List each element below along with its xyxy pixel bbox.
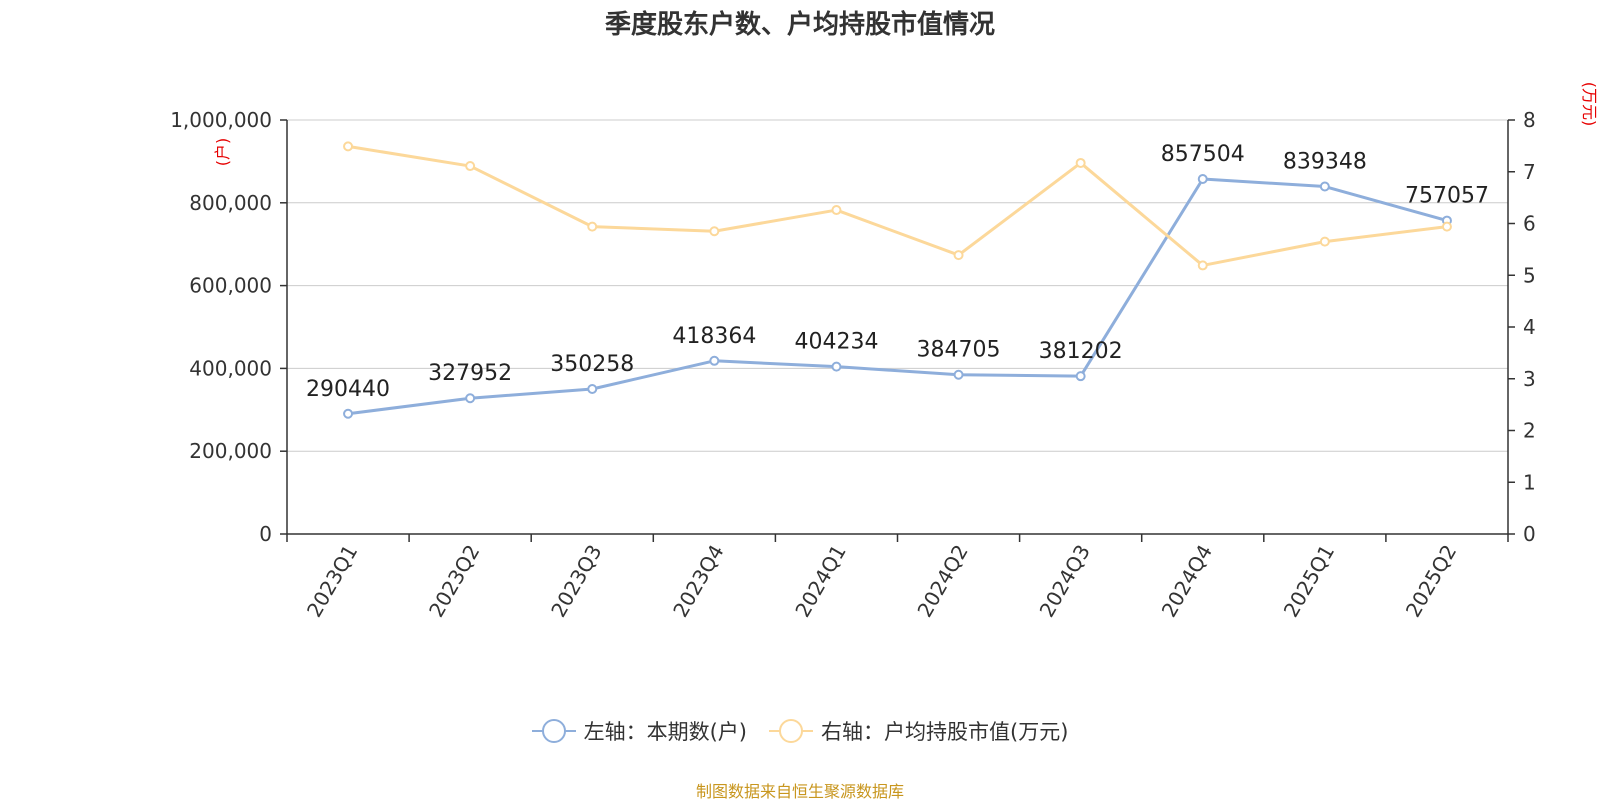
data-point-avg-value xyxy=(831,205,842,216)
legend-label-households: 左轴：本期数(户) xyxy=(583,720,747,744)
x-axis-tick-label: 2024Q3 xyxy=(1035,541,1095,622)
data-label-households: 418364 xyxy=(672,324,756,349)
data-point-avg-value xyxy=(465,161,476,172)
right-axis-tick-label: 3 xyxy=(1523,367,1536,391)
data-point-avg-value xyxy=(1197,260,1208,271)
data-point-households xyxy=(465,393,476,404)
data-label-households: 381202 xyxy=(1039,339,1123,364)
legend: 左轴：本期数(户) 右轴：户均持股市值(万元) xyxy=(0,716,1600,746)
right-axis-tick-label: 2 xyxy=(1523,419,1536,443)
legend-swatch-yellow xyxy=(769,719,813,743)
data-point-households xyxy=(953,369,964,380)
right-axis-tick-label: 7 xyxy=(1523,160,1536,184)
left-axis-tick-label: 600,000 xyxy=(189,274,272,298)
data-point-households xyxy=(587,383,598,394)
right-axis-tick-label: 5 xyxy=(1523,263,1536,287)
right-axis-tick-label: 6 xyxy=(1523,212,1536,236)
data-point-households xyxy=(831,361,842,372)
right-axis-tick-label: 8 xyxy=(1523,108,1536,132)
data-point-avg-value xyxy=(709,226,720,237)
left-axis-tick-label: 0 xyxy=(259,522,272,546)
data-label-households: 327952 xyxy=(428,361,512,386)
series-line-avg-value xyxy=(347,144,1448,267)
data-point-households xyxy=(709,355,720,366)
x-axis-tick-label: 2025Q2 xyxy=(1401,541,1461,622)
data-point-avg-value xyxy=(1441,221,1452,232)
right-axis-unit-label: (万元) xyxy=(1580,82,1599,127)
left-axis-tick-label: 400,000 xyxy=(189,356,272,380)
right-axis-tick-label: 4 xyxy=(1523,315,1536,339)
data-point-avg-value xyxy=(953,250,964,261)
data-point-avg-value xyxy=(587,221,598,232)
data-point-avg-value xyxy=(343,141,354,152)
data-label-households: 384705 xyxy=(917,338,1001,363)
x-axis-tick-label: 2023Q4 xyxy=(668,541,728,622)
x-axis-tick-label: 2023Q1 xyxy=(302,541,362,622)
x-axis-tick-label: 2024Q4 xyxy=(1157,541,1217,622)
data-point-avg-value xyxy=(1075,157,1086,168)
data-label-households: 404234 xyxy=(794,330,878,355)
legend-label-avg-value: 右轴：户均持股市值(万元) xyxy=(821,720,1069,744)
x-axis-tick-label: 2025Q1 xyxy=(1279,541,1339,622)
series-line-households xyxy=(347,177,1448,416)
legend-item-avg-value[interactable]: 右轴：户均持股市值(万元) xyxy=(769,716,1068,746)
legend-swatch-blue xyxy=(531,719,576,743)
data-label-households: 350258 xyxy=(550,352,634,377)
data-label-households: 757057 xyxy=(1405,184,1489,209)
x-axis-tick-label: 2024Q1 xyxy=(790,541,850,622)
legend-item-households[interactable]: 左轴：本期数(户) xyxy=(531,716,747,746)
chart-title: 季度股东户数、户均持股市值情况 xyxy=(604,10,995,40)
x-axis-tick-label: 2024Q2 xyxy=(912,541,972,622)
data-label-households: 839348 xyxy=(1283,150,1367,175)
x-axis-tick-label: 2023Q2 xyxy=(424,541,484,622)
data-point-avg-value xyxy=(1319,236,1330,247)
left-axis-tick-label: 1,000,000 xyxy=(170,108,272,132)
source-note: 制图数据来自恒生聚源数据库 xyxy=(695,782,904,801)
right-axis-tick-label: 0 xyxy=(1523,522,1536,546)
x-axis-tick-label: 2023Q3 xyxy=(546,541,606,622)
left-axis-tick-label: 800,000 xyxy=(189,191,272,215)
data-point-households xyxy=(1197,173,1208,184)
data-label-households: 857504 xyxy=(1161,142,1245,167)
left-axis-unit-label: (户) xyxy=(213,138,232,167)
left-axis-tick-label: 200,000 xyxy=(189,439,272,463)
data-point-households xyxy=(343,408,354,419)
data-point-households xyxy=(1319,181,1330,192)
data-point-households xyxy=(1075,371,1086,382)
right-axis-tick-label: 1 xyxy=(1523,470,1536,494)
data-label-households: 290440 xyxy=(306,377,390,402)
